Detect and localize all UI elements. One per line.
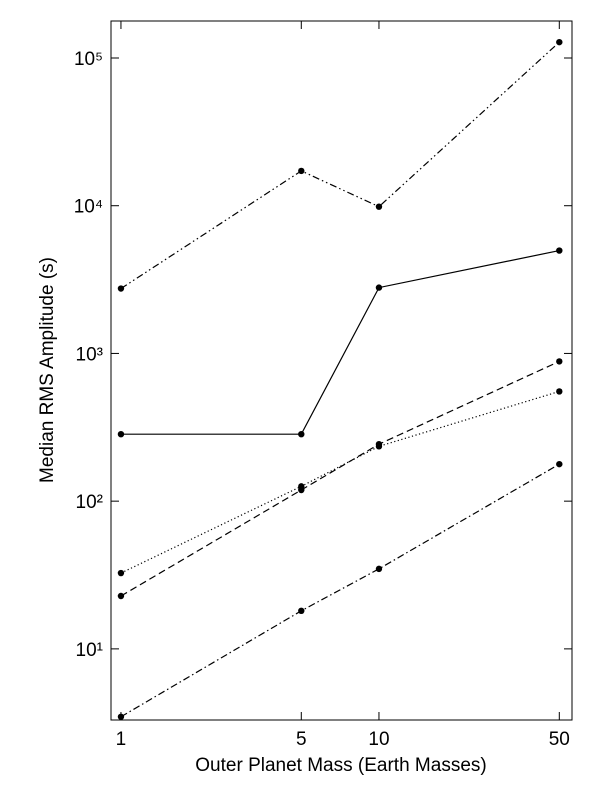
series-line: [120, 390, 560, 574]
data-point: [375, 565, 383, 573]
data-point: [298, 483, 305, 490]
data-point: [556, 388, 563, 395]
data-point: [117, 569, 125, 577]
data-point: [375, 284, 383, 291]
data-point: [375, 443, 383, 450]
y-tick-label: 10⁵: [74, 49, 103, 70]
y-tick-label: 10³: [76, 344, 103, 365]
series-line: [120, 41, 560, 290]
y-axis-label: Median RMS Amplitude (s): [37, 257, 58, 483]
data-point: [117, 285, 125, 292]
y-tick-label: 10²: [76, 492, 103, 513]
x-tick-label: 5: [296, 729, 307, 750]
data-point: [117, 430, 125, 438]
data-point: [375, 203, 383, 210]
data-point: [556, 460, 563, 468]
y-tick-label: 10⁴: [74, 197, 103, 218]
data-point: [556, 358, 563, 365]
x-axis-label: Outer Planet Mass (Earth Masses): [195, 755, 486, 776]
data-point: [298, 167, 305, 175]
data-point: [117, 713, 125, 720]
x-tick-label: 10: [368, 729, 389, 750]
data-point: [298, 607, 305, 615]
x-tick-label: 50: [549, 729, 570, 750]
data-point: [298, 430, 305, 438]
data-point: [556, 38, 563, 46]
plot-frame: [110, 20, 573, 721]
data-point: [556, 247, 563, 254]
series-line: [120, 463, 560, 718]
series-line: [120, 249, 560, 435]
x-tick-label: 1: [116, 729, 127, 750]
y-tick-label: 10¹: [76, 640, 103, 661]
series-line: [120, 360, 560, 597]
data-point: [117, 592, 125, 600]
